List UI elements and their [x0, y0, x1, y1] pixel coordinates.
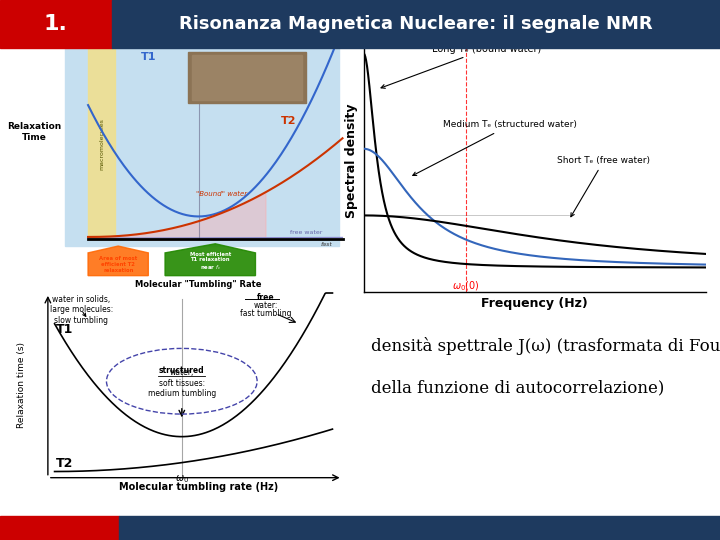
Bar [65, 41, 339, 246]
Text: $\omega_0$: $\omega_0$ [175, 473, 189, 485]
Text: Area of most
efficient T2
relaxation: Area of most efficient T2 relaxation [99, 256, 138, 273]
Text: water in solids,
large molecules:
slow tumbling: water in solids, large molecules: slow t… [50, 295, 113, 325]
Polygon shape [88, 48, 115, 239]
Text: Medium Tₑ (structured water): Medium Tₑ (structured water) [413, 120, 577, 176]
Text: macromolecules: macromolecules [99, 118, 104, 170]
Text: free water: free water [290, 230, 323, 235]
Text: della funzione di autocorrelazione): della funzione di autocorrelazione) [371, 379, 664, 396]
Text: water,
soft tissues:
medium tumbling: water, soft tissues: medium tumbling [148, 368, 216, 398]
Text: T1: T1 [140, 52, 156, 62]
Text: Short Tₑ (free water): Short Tₑ (free water) [557, 156, 650, 217]
Polygon shape [165, 244, 256, 275]
X-axis label: Frequency (Hz): Frequency (Hz) [481, 297, 588, 310]
Text: densità spettrale J(ω) (trasformata di Fourier: densità spettrale J(ω) (trasformata di F… [371, 338, 720, 355]
Text: structured: structured [159, 367, 204, 375]
Text: fast: fast [320, 242, 333, 247]
Y-axis label: Spectral density: Spectral density [345, 103, 358, 218]
Text: Molecular tumbling rate (Hz): Molecular tumbling rate (Hz) [119, 482, 278, 492]
Text: water:: water: [253, 301, 278, 310]
Text: T2: T2 [282, 116, 297, 126]
Text: Relaxation time (s): Relaxation time (s) [17, 342, 26, 428]
Text: fast tumbling: fast tumbling [240, 309, 292, 319]
Text: $\omega_0$(0): $\omega_0$(0) [452, 280, 480, 293]
Bar [189, 52, 306, 103]
Text: T2: T2 [56, 457, 73, 470]
Polygon shape [88, 246, 148, 275]
Text: Molecular "Tumbling" Rate: Molecular "Tumbling" Rate [135, 280, 262, 289]
Text: Risonanza Magnetica Nucleare: il segnale NMR: Risonanza Magnetica Nucleare: il segnale… [179, 15, 652, 33]
Text: Long Tₑ (bound water): Long Tₑ (bound water) [381, 44, 541, 89]
Text: "Bound" water: "Bound" water [197, 191, 248, 197]
Bar [192, 55, 302, 100]
Text: Relaxation
Time: Relaxation Time [7, 123, 62, 142]
Text: T1: T1 [56, 323, 73, 336]
Text: 1.: 1. [43, 14, 68, 34]
Text: free: free [257, 293, 274, 302]
Text: Most efficient
T1 relaxation
near $f_c$: Most efficient T1 relaxation near $f_c$ [189, 252, 231, 273]
